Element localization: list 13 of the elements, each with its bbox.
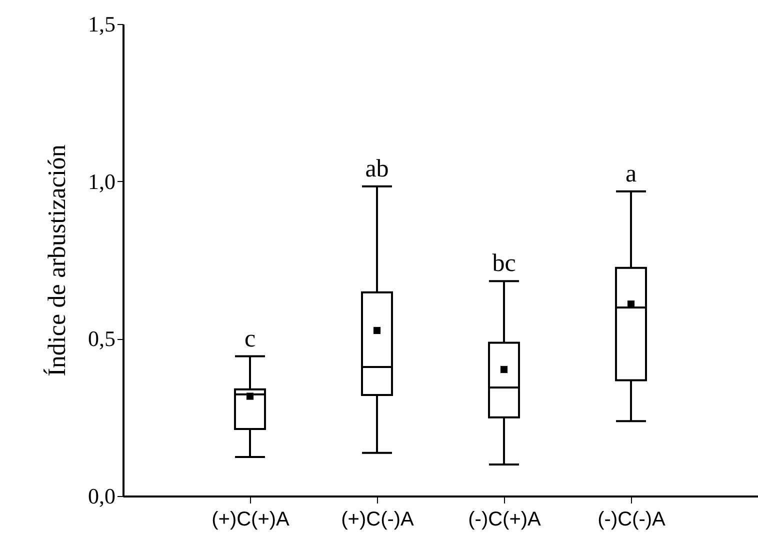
annotation: bc (492, 250, 516, 278)
x-tick-label: (-)C(-)A (598, 508, 666, 530)
y-tick-label: 0,0 (88, 484, 116, 508)
y-tick-label: 1,5 (88, 12, 116, 36)
y-tick-label: 0,5 (88, 326, 116, 352)
annotation: c (244, 325, 256, 352)
y-tick-label: 1,0 (88, 168, 116, 194)
x-tick-label: (+)C(-)A (341, 508, 415, 530)
annotation: a (625, 160, 637, 188)
x-tick-label: (-)C(+)A (468, 508, 542, 530)
annotation: ab (365, 155, 389, 182)
y-axis-title: Índice de arbustización (43, 144, 71, 376)
x-tick-label: (+)C(+)A (212, 508, 290, 530)
